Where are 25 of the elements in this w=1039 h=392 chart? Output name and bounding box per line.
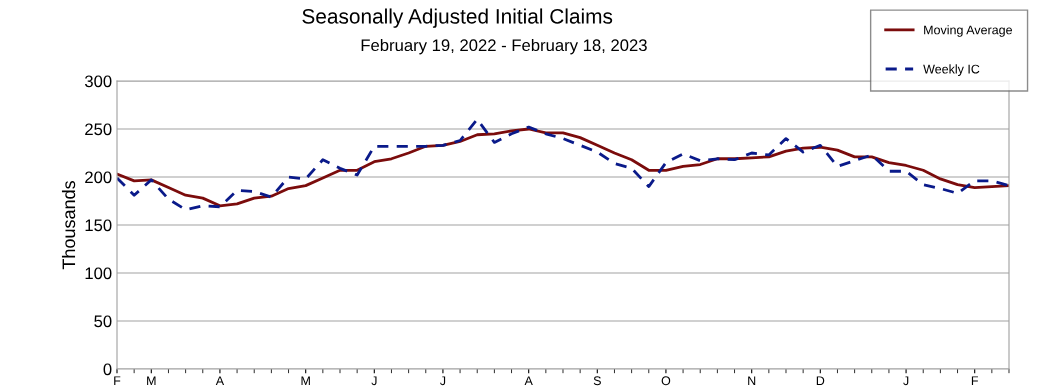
y-tick-label: 0 xyxy=(103,363,112,376)
x-tick-label: M xyxy=(147,376,156,385)
x-tick-label: O xyxy=(661,376,671,386)
y-axis-title: Thousands xyxy=(61,180,76,270)
x-tick-label: A xyxy=(524,376,533,385)
x-tick-label: N xyxy=(748,376,756,385)
y-tick-label: 200 xyxy=(85,171,112,184)
legend-label: Moving Average xyxy=(924,25,1013,37)
y-tick-label: 50 xyxy=(94,315,112,328)
x-tick-label: F xyxy=(971,376,979,385)
legend-label: Weekly IC xyxy=(923,64,980,76)
x-tick-label: J xyxy=(439,376,446,386)
chart-subtitle: February 19, 2022 - February 18, 2023 xyxy=(361,38,647,55)
y-tick-label: 300 xyxy=(84,75,112,88)
x-tick-label: S xyxy=(593,376,601,386)
y-tick-label: 150 xyxy=(85,219,112,232)
x-tick-label: A xyxy=(215,376,225,385)
x-tick-label: D xyxy=(816,376,825,385)
chart-title: Seasonally Adjusted Initial Claims xyxy=(302,8,613,28)
x-tick-label: F xyxy=(114,376,121,385)
y-tick-label: 100 xyxy=(85,267,112,280)
x-tick-label: M xyxy=(301,376,310,385)
x-tick-label: J xyxy=(903,376,909,386)
x-tick-label: J xyxy=(371,376,377,386)
y-tick-label: 250 xyxy=(85,123,112,136)
